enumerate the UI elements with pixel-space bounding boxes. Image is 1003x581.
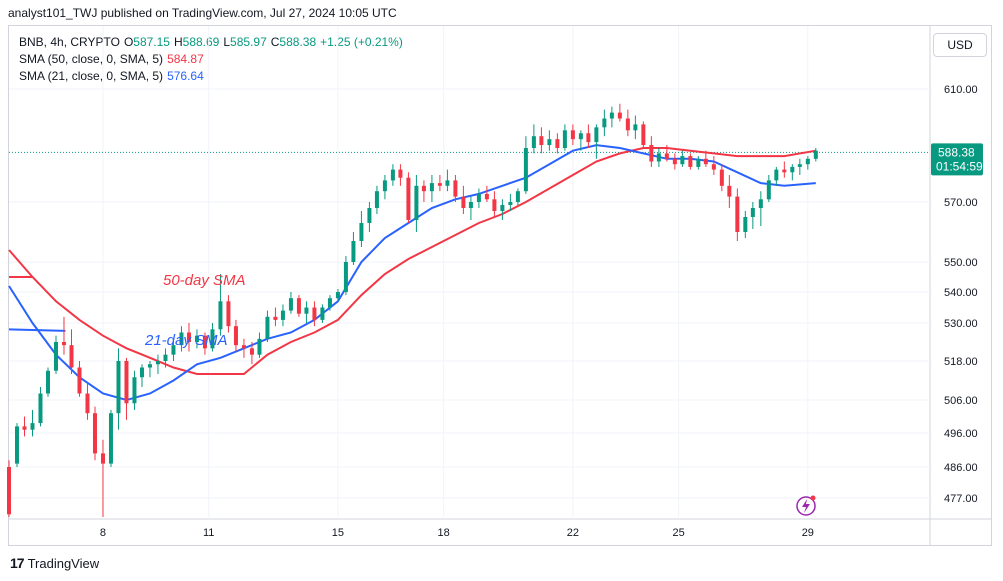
high-value: 588.69	[182, 35, 220, 49]
high-label: H588.69	[173, 35, 220, 49]
chart-frame	[8, 25, 992, 546]
low-value: 585.97	[230, 35, 267, 49]
ohlc-row: BNB, 4h, CRYPTO O587.15 H588.69 L585.97 …	[19, 34, 403, 51]
publisher-line: analyst101_TWJ published on TradingView.…	[8, 6, 397, 20]
sma21-row[interactable]: SMA (21, close, 0, SMA, 5) 576.64	[19, 68, 403, 85]
close-label: C588.38	[270, 35, 317, 49]
footer: 17 TradingView	[10, 555, 99, 571]
open-label: O587.15	[123, 35, 170, 49]
sma21-label: SMA (21, close, 0, SMA, 5)	[19, 69, 164, 83]
sma50-label: SMA (50, close, 0, SMA, 5)	[19, 52, 164, 66]
sma50-value: 584.87	[167, 52, 204, 66]
tradingview-logo-icon[interactable]: 17	[10, 555, 25, 571]
change-value: +1.25 (+0.21%)	[320, 35, 403, 49]
open-value: 587.15	[133, 35, 170, 49]
symbol-label[interactable]: BNB, 4h, CRYPTO	[19, 35, 120, 49]
close-value: 588.38	[279, 35, 317, 49]
sma50-row[interactable]: SMA (50, close, 0, SMA, 5) 584.87	[19, 51, 403, 68]
sma21-value: 576.64	[167, 69, 204, 83]
legend: BNB, 4h, CRYPTO O587.15 H588.69 L585.97 …	[19, 34, 403, 85]
currency-button[interactable]: USD	[933, 33, 987, 57]
low-label: L585.97	[223, 35, 267, 49]
footer-brand: TradingView	[27, 555, 100, 571]
